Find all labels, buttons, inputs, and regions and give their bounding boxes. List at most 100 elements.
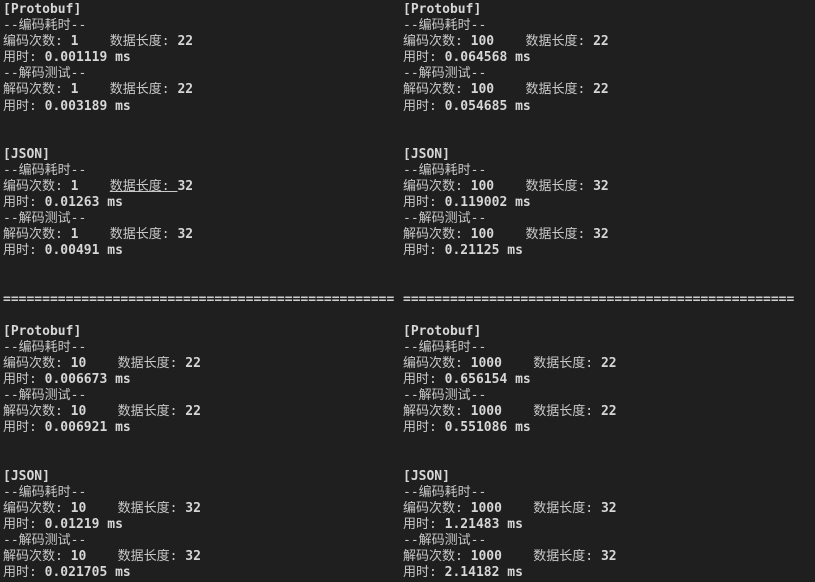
data-length-label: 数据长度: xyxy=(525,227,594,243)
column-gap xyxy=(86,404,117,419)
decode-count-label: 解码次数: xyxy=(3,82,71,98)
column-gap xyxy=(502,356,533,371)
data-length-value: 32 xyxy=(600,549,617,565)
encode-section-header: --编码耗时-- xyxy=(403,339,487,355)
decode-count-line: 解码次数: 10 数据长度: 32 xyxy=(3,549,401,565)
column-gap xyxy=(502,501,533,516)
decode-section-header: --解码测试-- xyxy=(403,211,487,227)
time-label: 用时: xyxy=(3,372,45,388)
format-header: [Protobuf] xyxy=(403,324,813,340)
time-label: 用时: xyxy=(403,372,445,388)
encode-time-line: 用时: 0.01219 ms xyxy=(3,517,401,533)
data-length-value: 22 xyxy=(600,404,617,420)
decode-count-value: 1000 xyxy=(470,549,502,565)
encode-count-line: 编码次数: 100 数据长度: 32 xyxy=(403,179,813,195)
decode-count-label: 解码次数: xyxy=(3,227,71,243)
separator-line: ========================================… xyxy=(403,291,795,307)
decode-time-line: 用时: 0.054685 ms xyxy=(403,99,813,115)
column-gap xyxy=(86,549,117,564)
decode-section-header: --解码测试-- xyxy=(3,388,87,404)
format-header: [JSON] xyxy=(403,469,813,485)
column-gap xyxy=(78,179,109,194)
ms-unit: ms xyxy=(507,50,531,66)
format-header-text: [Protobuf] xyxy=(3,323,82,339)
format-header: [JSON] xyxy=(3,147,401,163)
encode-count-value: 10 xyxy=(70,500,87,516)
time-value: 0.003189 xyxy=(44,98,108,114)
data-length-label: 数据长度: xyxy=(525,82,594,98)
data-length-value: 32 xyxy=(593,227,609,243)
column-gap xyxy=(494,179,525,194)
time-label: 用时: xyxy=(403,243,445,259)
decode-time-line: 用时: 0.006921 ms xyxy=(3,420,401,436)
column-gap xyxy=(78,227,109,242)
data-length-value: 22 xyxy=(185,404,201,420)
data-length-value: 22 xyxy=(177,82,194,98)
time-value: 1.21483 xyxy=(444,517,500,532)
format-header: [Protobuf] xyxy=(403,2,813,18)
column-gap xyxy=(494,227,525,242)
encode-count-value: 1000 xyxy=(470,500,502,516)
format-header-text: [Protobuf] xyxy=(403,2,482,17)
blank-line xyxy=(3,276,401,292)
decode-count-line: 解码次数: 1 数据长度: 22 xyxy=(3,82,401,98)
time-label: 用时: xyxy=(3,565,45,581)
time-value: 0.054685 xyxy=(444,98,508,114)
encode-count-value: 1000 xyxy=(470,356,502,372)
ms-unit: ms xyxy=(507,98,531,114)
data-length-label: 数据长度: xyxy=(117,549,186,565)
data-length-value: 22 xyxy=(177,34,194,50)
decode-time-line: 用时: 2.14182 ms xyxy=(403,565,813,581)
time-value: 0.656154 xyxy=(444,372,508,388)
time-value: 0.006921 xyxy=(44,420,108,436)
decode-count-label: 解码次数: xyxy=(403,549,471,565)
encode-time-line: 用时: 0.119002 ms xyxy=(403,195,813,211)
encode-count-line: 编码次数: 10 数据长度: 22 xyxy=(3,356,401,372)
encode-count-value: 10 xyxy=(70,356,87,372)
ms-unit: ms xyxy=(107,372,131,388)
encode-count-value: 1 xyxy=(70,179,79,195)
decode-section-header: --解码测试-- xyxy=(403,533,487,549)
encode-count-label: 编码次数: xyxy=(3,179,71,195)
format-header: [JSON] xyxy=(403,147,813,163)
time-label: 用时: xyxy=(403,517,445,532)
decode-count-value: 10 xyxy=(70,404,87,420)
blank-line xyxy=(403,131,813,147)
decode-section-header: --解码测试-- xyxy=(3,66,87,82)
decode-count-value: 10 xyxy=(70,549,87,565)
data-length-value: 32 xyxy=(177,227,194,243)
blank-line xyxy=(403,276,813,292)
encode-count-value: 1 xyxy=(70,34,79,50)
decode-count-label: 解码次数: xyxy=(403,404,471,420)
time-label: 用时: xyxy=(3,517,45,532)
time-label: 用时: xyxy=(403,195,445,211)
blank-line xyxy=(3,437,401,453)
decode-time-line: 用时: 0.21125 ms xyxy=(403,243,813,259)
column-gap xyxy=(86,501,117,516)
data-length-label: 数据长度: xyxy=(117,500,186,516)
decode-count-value: 1 xyxy=(70,82,79,98)
ms-unit: ms xyxy=(107,565,131,581)
time-value: 0.006673 xyxy=(44,372,108,388)
encode-time-line: 用时: 0.01263 ms xyxy=(3,195,401,211)
column-gap xyxy=(502,404,533,419)
format-header: [Protobuf] xyxy=(3,2,401,18)
time-value: 0.119002 xyxy=(444,195,508,211)
blank-line xyxy=(3,260,401,276)
data-length-label: 数据长度: xyxy=(117,356,186,372)
encode-time-line: 用时: 0.006673 ms xyxy=(3,372,401,388)
ms-unit: ms xyxy=(107,98,131,114)
data-length-label: 数据长度: xyxy=(109,34,178,50)
format-header-text: [JSON] xyxy=(403,468,450,484)
time-value: 0.021705 xyxy=(44,565,108,581)
ms-unit: ms xyxy=(107,420,131,436)
data-length-label: 数据长度: xyxy=(533,500,601,516)
ms-unit: ms xyxy=(99,517,123,532)
data-length-label: 数据长度: xyxy=(525,34,594,50)
decode-section-header: --解码测试-- xyxy=(3,533,87,549)
encode-time-line: 用时: 0.656154 ms xyxy=(403,372,813,388)
decode-count-line: 解码次数: 1000 数据长度: 32 xyxy=(403,549,813,565)
encode-count-line: 编码次数: 1000 数据长度: 22 xyxy=(403,356,813,372)
encode-section-header: --编码耗时-- xyxy=(3,339,87,355)
